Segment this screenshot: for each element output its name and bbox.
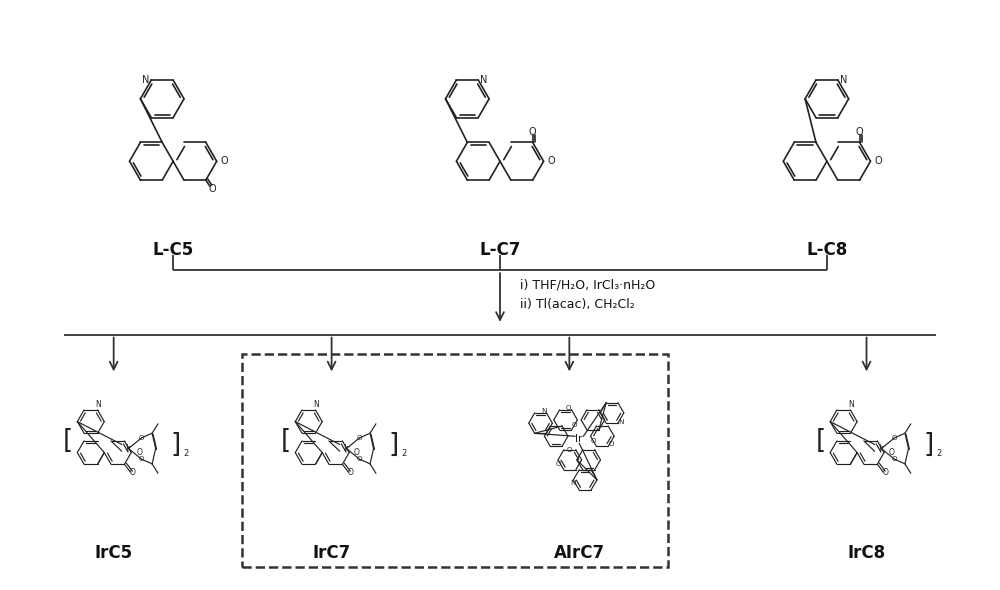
Text: N: N [618, 419, 623, 425]
Text: O: O [347, 468, 353, 477]
Text: O: O [129, 468, 135, 477]
Text: N: N [541, 408, 547, 414]
Text: O: O [139, 435, 144, 441]
Text: Ir: Ir [575, 434, 583, 444]
Text: L-C7: L-C7 [479, 241, 521, 260]
Text: ]: ] [171, 431, 181, 457]
Text: IrC7: IrC7 [312, 543, 351, 562]
Text: Ir: Ir [343, 444, 350, 453]
Text: O: O [555, 461, 561, 467]
Text: [: [ [816, 428, 826, 454]
Text: O: O [565, 405, 571, 411]
Text: O: O [572, 422, 577, 428]
Text: N: N [142, 75, 149, 85]
Text: AIrC7: AIrC7 [554, 543, 605, 562]
Text: N: N [571, 480, 576, 486]
Text: N: N [480, 75, 488, 85]
Text: O: O [354, 448, 360, 457]
Text: O: O [567, 447, 573, 453]
Text: O: O [889, 448, 895, 457]
Text: 2: 2 [937, 450, 942, 458]
Text: O: O [529, 127, 537, 137]
Text: O: O [609, 441, 614, 447]
Text: O: O [548, 156, 555, 166]
Text: ]: ] [923, 431, 934, 457]
Text: O: O [139, 456, 144, 462]
Text: O: O [892, 435, 897, 441]
Text: O: O [882, 468, 888, 477]
Text: N: N [96, 400, 101, 409]
Text: N: N [314, 400, 319, 409]
Text: L-C5: L-C5 [152, 241, 194, 260]
Text: N: N [840, 75, 847, 85]
Text: L-C8: L-C8 [806, 241, 848, 260]
Text: Ir: Ir [125, 444, 132, 453]
Text: O: O [892, 456, 897, 462]
Text: 2: 2 [402, 450, 407, 458]
Text: ii) Tl(acac), CH₂Cl₂: ii) Tl(acac), CH₂Cl₂ [520, 299, 635, 312]
Text: O: O [136, 448, 142, 457]
Text: O: O [591, 438, 596, 444]
Text: O: O [357, 435, 362, 441]
Text: O: O [856, 127, 863, 137]
Bar [242, 355, 668, 568]
Text: O: O [209, 184, 216, 194]
Text: N: N [849, 400, 854, 409]
Text: O: O [874, 156, 882, 166]
Text: IrC5: IrC5 [95, 543, 133, 562]
Text: i) THF/H₂O, IrCl₃·nH₂O: i) THF/H₂O, IrCl₃·nH₂O [520, 278, 655, 291]
Text: [: [ [281, 428, 291, 454]
Text: 2: 2 [184, 450, 189, 458]
Text: O: O [221, 156, 228, 166]
Text: Ir: Ir [878, 444, 885, 453]
Text: [: [ [63, 428, 73, 454]
Text: ]: ] [388, 431, 399, 457]
Text: O: O [357, 456, 362, 462]
Text: IrC8: IrC8 [847, 543, 886, 562]
